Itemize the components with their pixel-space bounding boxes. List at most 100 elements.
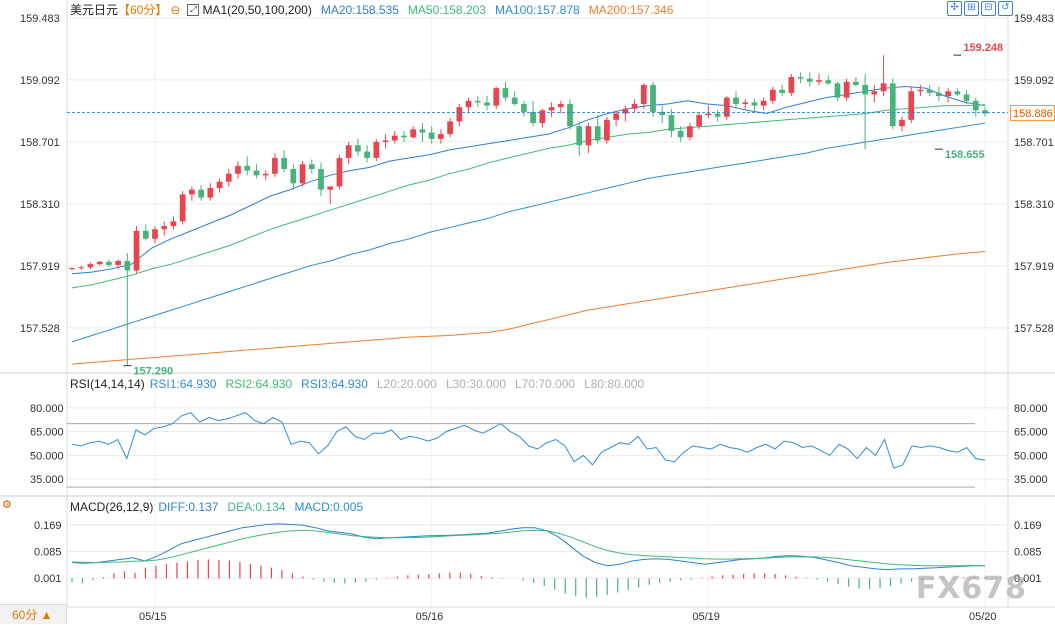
candle-down [834, 83, 841, 98]
candle-up [225, 173, 232, 182]
move-icon[interactable]: ✣ [947, 1, 962, 16]
candle-up [816, 80, 822, 82]
candle-down [502, 88, 509, 98]
macd-tick-left: 0.001 [34, 573, 62, 585]
dea-value: DEA:0.134 [227, 500, 286, 514]
candle-down [419, 129, 426, 133]
macd-settings-icon[interactable]: ⚙ [2, 499, 12, 511]
rsi-tick-right: 65.000 [1014, 427, 1048, 439]
candle-up [687, 126, 693, 138]
candle-up [880, 83, 887, 92]
candle-down [318, 169, 324, 190]
candle-up [640, 84, 647, 104]
zoom-out-icon[interactable]: ⊟ [981, 1, 996, 16]
price-tick-left: 157.919 [20, 261, 60, 273]
candle-up [115, 260, 121, 265]
candle-down [290, 169, 297, 184]
candle-down [963, 94, 970, 101]
candle-up [456, 107, 463, 122]
ma100-line [71, 122, 986, 343]
reset-icon[interactable]: ↺ [998, 1, 1013, 16]
candle-down [576, 126, 583, 146]
indicator-settings-icon[interactable]: ⊖ [170, 2, 181, 17]
chart-type-icon[interactable]: ⤢ [187, 3, 200, 16]
macd-tick-right: 0.169 [1014, 520, 1042, 532]
rsi-tick-left: 35.000 [30, 474, 64, 486]
candle-up [96, 261, 103, 265]
low-price-label: 158.655 [945, 149, 985, 161]
candle-up [770, 89, 776, 101]
macd-tick-right: 0.085 [1014, 546, 1042, 558]
candle-down [779, 89, 785, 93]
candle-down [474, 100, 481, 103]
price-tick-left: 159.092 [20, 75, 60, 87]
period-selector[interactable]: 60分 ▲ [0, 604, 67, 624]
price-tick-right: 159.483 [1014, 13, 1054, 25]
candle-up [557, 103, 564, 108]
rsi-tick-right: 80.000 [1014, 403, 1048, 415]
candle-up [336, 157, 343, 187]
price-tick-right: 157.528 [1014, 323, 1054, 335]
candle-down [714, 113, 721, 117]
macd-tick-right: 0.001 [1014, 573, 1042, 585]
candle-down [889, 83, 896, 127]
candle-down [142, 230, 149, 239]
rsi-tick-left: 50.000 [30, 450, 64, 462]
rsi3-value: RSI3:64.930 [301, 377, 368, 391]
candle-down [253, 170, 260, 176]
rsi2-value: RSI2:64.930 [225, 377, 293, 391]
watermark: FX678 [915, 571, 1027, 606]
time-tick-label: 05/15 [139, 611, 167, 623]
candle-up [871, 91, 878, 95]
ma50-value: MA50:158.203 [407, 2, 486, 17]
candle-down [677, 130, 684, 138]
ma-label: MA1(20,50,100,200) [202, 2, 312, 17]
rsi-tick-right: 35.000 [1014, 474, 1048, 486]
candle-down [484, 102, 490, 106]
candle-up [548, 107, 555, 111]
candle-up [631, 103, 638, 109]
candle-up [539, 110, 546, 124]
ma20-line [71, 85, 986, 275]
candle-up [69, 268, 75, 270]
ma200-value: MA200:157.346 [588, 2, 674, 17]
macd-tick-left: 0.085 [34, 546, 62, 558]
candle-down [401, 135, 407, 138]
candle-down [530, 111, 536, 124]
rsi-tick-left: 65.000 [30, 427, 64, 439]
rsi-tick-right: 50.000 [1014, 450, 1048, 462]
price-tick-right: 159.092 [1014, 75, 1054, 87]
rsi-name: RSI(14,14,14) [70, 377, 145, 391]
candle-down [733, 97, 739, 104]
high-price-label: 159.248 [963, 42, 1003, 54]
candle-up [262, 173, 269, 176]
candle-down [428, 132, 435, 139]
candle-up [207, 188, 214, 198]
candle-up [696, 115, 702, 127]
candle-down [511, 97, 518, 104]
candle-up [723, 97, 730, 117]
candle-up [327, 186, 334, 190]
candle-up [705, 113, 712, 116]
candle-down [936, 92, 942, 97]
candle-down [751, 102, 758, 106]
candle-up [189, 189, 195, 195]
candle-up [908, 91, 915, 120]
candle-up [87, 264, 94, 268]
price-tick-left: 158.310 [20, 199, 60, 211]
candle-up [917, 89, 924, 92]
candle-down [106, 261, 112, 265]
candle-down [982, 110, 988, 114]
ma20-value: MA20:158.535 [320, 2, 399, 17]
candle-up [170, 221, 177, 227]
candle-down [281, 157, 287, 170]
ma100-value: MA100:157.878 [494, 2, 580, 17]
period-label: 【60分】 [118, 3, 168, 17]
time-tick-label: 05/20 [969, 611, 997, 623]
l80-value: L80:80.000 [584, 377, 645, 391]
rsi1-value: RSI1:64.930 [149, 377, 217, 391]
candle-up [345, 145, 352, 158]
zoom-in-icon[interactable]: ⊞ [964, 1, 979, 16]
ma200-line [71, 251, 986, 365]
